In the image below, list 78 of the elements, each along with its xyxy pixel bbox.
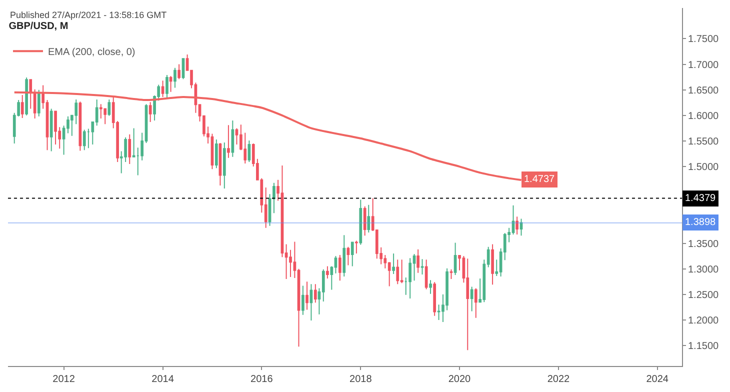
candlestick	[367, 204, 370, 234]
candlestick	[326, 266, 329, 280]
candlestick	[520, 218, 523, 236]
x-tick-label: 2022	[547, 374, 570, 385]
candlestick	[132, 128, 136, 158]
y-tick-label: 1.3500	[688, 238, 720, 250]
candlestick	[227, 124, 230, 158]
candlestick	[218, 142, 222, 186]
x-tick-label: 2012	[52, 374, 76, 385]
candlestick	[302, 285, 304, 316]
candlestick	[20, 94, 24, 118]
x-tick-label: 2014	[152, 374, 174, 385]
candlestick	[408, 258, 412, 299]
candlestick	[166, 74, 168, 100]
legend-label: EMA (200, close, 0)	[48, 47, 136, 58]
annotation: 1.4737	[524, 174, 556, 185]
candlestick	[78, 101, 82, 152]
candlestick	[420, 258, 424, 275]
candlestick	[396, 259, 400, 285]
candlestick	[174, 67, 176, 88]
candlestick	[474, 288, 478, 318]
candlestick	[231, 120, 234, 158]
candlestick	[82, 129, 86, 151]
y-tick-label: 1.5000	[688, 162, 720, 174]
candlestick	[450, 268, 453, 280]
candlestick	[128, 134, 132, 164]
candlestick	[108, 99, 111, 116]
candlestick	[346, 246, 350, 266]
y-tick-label: 1.1500	[688, 341, 720, 352]
annotation: Published 27/Apr/2021 - 13:58:16 GMT	[10, 10, 168, 20]
candlestick	[248, 140, 251, 162]
candlestick	[342, 234, 346, 277]
candlestick	[29, 79, 32, 110]
candlestick	[169, 76, 172, 92]
candlestick	[466, 258, 470, 351]
y-tick-label: 1.7500	[688, 34, 720, 46]
x-tick-label: 2018	[350, 374, 372, 385]
candlestick	[25, 77, 28, 116]
candlestick	[37, 89, 40, 117]
candlestick	[306, 281, 308, 310]
candlestick	[178, 64, 180, 80]
candlestick	[50, 108, 53, 152]
candlestick	[516, 216, 518, 236]
candlestick	[161, 80, 164, 98]
candlestick	[363, 206, 366, 236]
y-tick-label: 1.2500	[688, 290, 720, 301]
text: GBP/USD, M	[8, 21, 68, 32]
x-tick-label: 2016	[250, 374, 274, 385]
candlestick	[310, 284, 313, 321]
ref-line-label: 1.4379	[685, 193, 716, 204]
candlestick	[454, 242, 457, 276]
candlestick	[491, 244, 494, 286]
y-tick-label: 1.6000	[688, 110, 720, 122]
candlestick	[214, 138, 218, 169]
y-tick-label: 1.7000	[688, 60, 720, 71]
candlestick	[392, 252, 395, 274]
y-tick-label: 1.5500	[688, 136, 720, 148]
candlestick	[54, 110, 57, 146]
candlestick	[104, 108, 107, 125]
candlestick	[400, 259, 404, 284]
candlestick	[470, 286, 474, 312]
y-tick-label: 1.2000	[688, 315, 720, 326]
candlestick	[148, 102, 152, 123]
candlestick	[314, 284, 317, 304]
y-tick-label: 1.6500	[688, 85, 720, 96]
candlestick	[355, 240, 358, 254]
candlestick	[222, 142, 226, 190]
candlestick	[338, 254, 342, 282]
ref-line-label: 1.3898	[685, 217, 716, 228]
candlestick	[350, 241, 354, 267]
x-tick-label: 2020	[448, 374, 472, 385]
candlestick	[433, 282, 436, 316]
candlestick	[424, 259, 428, 290]
candlestick	[416, 248, 420, 274]
x-tick-label: 2024	[646, 374, 669, 385]
candlestick	[429, 280, 432, 294]
y-tick-label: 1.3000	[688, 264, 720, 276]
candlestick	[359, 199, 362, 246]
